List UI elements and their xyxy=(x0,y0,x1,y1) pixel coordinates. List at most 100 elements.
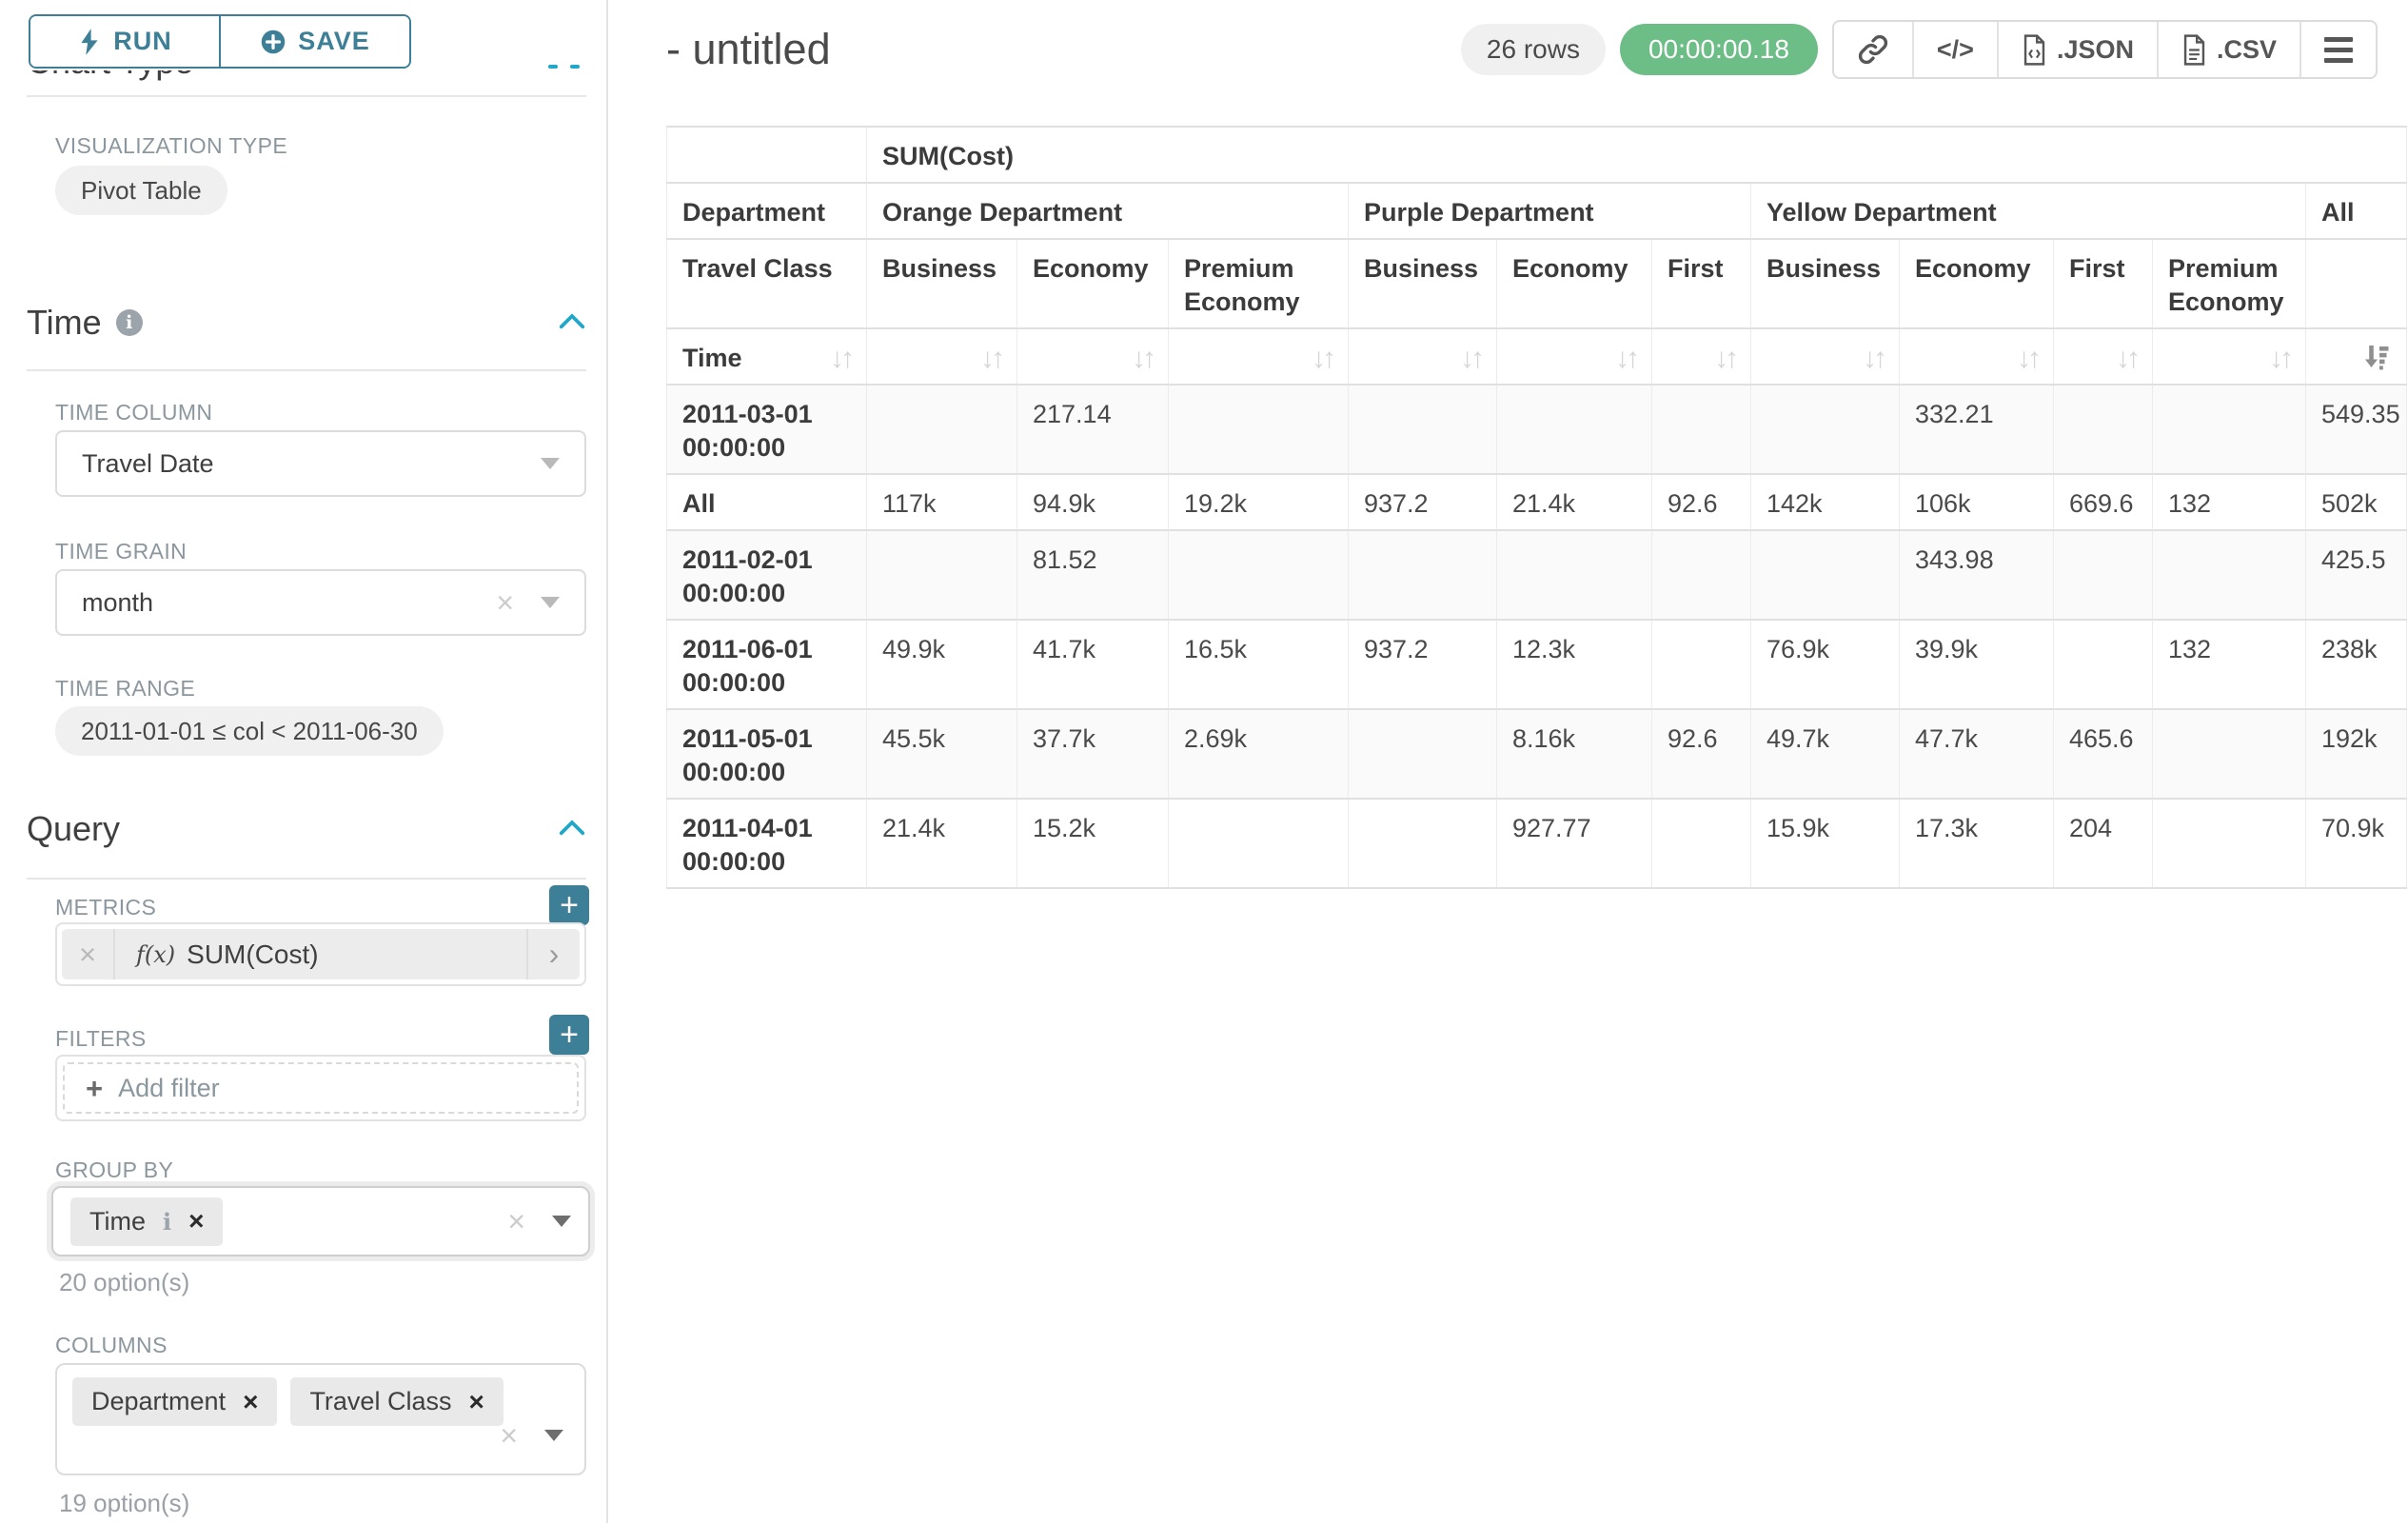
column-sort-header: ↓↑ xyxy=(1016,327,1169,386)
sort-icon[interactable]: ↓↑ xyxy=(1615,343,1640,374)
sort-icon[interactable]: ↓↑ xyxy=(1132,343,1156,374)
sort-icon[interactable]: ↓↑ xyxy=(1460,343,1485,374)
chevron-down-icon[interactable] xyxy=(552,1216,571,1227)
travel-class-header: Business xyxy=(1348,238,1497,329)
remove-column-icon[interactable]: × xyxy=(243,1386,259,1416)
group-by-pill[interactable]: Time i × xyxy=(70,1197,224,1246)
sort-icon[interactable]: ↓↑ xyxy=(1312,343,1336,374)
pivot-value-cell xyxy=(1348,529,1497,621)
clear-icon[interactable]: × xyxy=(500,1418,518,1453)
remove-metric-icon[interactable]: × xyxy=(62,929,115,979)
add-metric-button[interactable]: + xyxy=(549,885,589,925)
pivot-value-cell: 39.9k xyxy=(1899,619,2054,710)
export-toolbar: </> .JSON .CSV xyxy=(1831,20,2378,79)
time-column-select[interactable]: Travel Date xyxy=(55,430,586,497)
pivot-table: SUM(Cost) Department Orange Department Purp… xyxy=(666,126,2408,889)
export-json-button[interactable]: .JSON xyxy=(1996,22,2157,77)
visualization-type-pill[interactable]: Pivot Table xyxy=(55,166,227,215)
csv-file-icon xyxy=(2183,33,2205,66)
time-column-label: TIME COLUMN xyxy=(55,400,213,425)
travel-class-axis-label: Travel Class xyxy=(666,238,867,329)
pivot-value-cell: 217.14 xyxy=(1016,384,1169,475)
view-query-button[interactable]: </> xyxy=(1911,22,1997,77)
pivot-row: 2011-04-01 00:00:00 21.4k 15.2k 927.77 15.9k… xyxy=(666,798,2408,889)
remove-group-by-icon[interactable]: × xyxy=(188,1206,205,1236)
pivot-value-cell xyxy=(1496,384,1652,475)
save-button[interactable]: SAVE xyxy=(219,16,409,67)
travel-class-header: Premium Economy xyxy=(2152,238,2306,329)
sort-icon[interactable]: ↓↑ xyxy=(2269,343,2294,374)
pivot-row-label: 2011-06-01 00:00:00 xyxy=(666,619,867,710)
collapse-query-section[interactable] xyxy=(558,818,586,841)
chart-menu-button[interactable] xyxy=(2299,22,2376,77)
pivot-value-cell xyxy=(2152,529,2306,621)
sort-icon[interactable]: ↓↑ xyxy=(1714,343,1739,374)
pivot-value-cell xyxy=(2053,619,2153,710)
code-icon: </> xyxy=(1936,34,1974,64)
group-by-options-hint: 20 option(s) xyxy=(59,1268,190,1296)
pivot-row: All 117k 94.9k 19.2k 937.2 21.4k 92.6 142k 106k 6… xyxy=(666,473,2408,531)
remove-column-icon[interactable]: × xyxy=(468,1386,484,1416)
pivot-value-cell xyxy=(1651,529,1751,621)
chevron-down-icon[interactable] xyxy=(544,1430,563,1441)
time-grain-select[interactable]: month × xyxy=(55,569,586,636)
sort-desc-icon[interactable] xyxy=(2362,342,2391,372)
sort-icon[interactable]: ↓↑ xyxy=(2116,343,2141,374)
sort-icon[interactable]: ↓↑ xyxy=(830,343,855,374)
pivot-value-cell: 132 xyxy=(2152,473,2306,531)
travel-class-header: First xyxy=(2053,238,2153,329)
pivot-value-cell: 76.9k xyxy=(1750,619,1900,710)
sort-icon[interactable]: ↓↑ xyxy=(2017,343,2042,374)
group-by-select[interactable]: Time i × × xyxy=(51,1186,590,1256)
section-divider xyxy=(27,878,586,880)
short-link-button[interactable] xyxy=(1834,22,1912,77)
pivot-value-cell: 192k xyxy=(2304,708,2408,800)
department-group-header: Yellow Department xyxy=(1750,182,2306,240)
time-range-pill[interactable]: 2011-01-01 ≤ col < 2011-06-30 xyxy=(55,706,444,756)
scroll-clipped-icon xyxy=(548,65,558,69)
chart-title[interactable]: - untitled xyxy=(666,25,831,73)
export-csv-button[interactable]: .CSV xyxy=(2156,22,2299,77)
clear-icon[interactable]: × xyxy=(496,585,514,620)
run-button-label: RUN xyxy=(113,27,172,55)
travel-class-header: Economy xyxy=(1016,238,1169,329)
expand-metric-icon[interactable]: › xyxy=(526,929,580,979)
pivot-value-cell xyxy=(1750,384,1900,475)
columns-label: COLUMNS xyxy=(55,1333,168,1357)
clear-icon[interactable]: × xyxy=(507,1204,525,1238)
run-button[interactable]: RUN xyxy=(30,16,219,67)
pivot-value-cell: 549.35 xyxy=(2304,384,2408,475)
columns-select[interactable]: Department × Travel Class × × xyxy=(55,1363,586,1475)
pivot-value-cell: 142k xyxy=(1750,473,1900,531)
collapse-time-section[interactable] xyxy=(558,311,586,335)
sort-icon[interactable]: ↓↑ xyxy=(980,343,1005,374)
add-filter-dropzone[interactable]: + Add filter xyxy=(63,1062,579,1114)
time-section-title: Time xyxy=(27,303,102,342)
time-range-label: TIME RANGE xyxy=(55,676,196,701)
metric-pill[interactable]: × f(x) SUM(Cost) › xyxy=(62,929,580,979)
add-filter-label: Add filter xyxy=(118,1073,220,1102)
column-pill[interactable]: Travel Class × xyxy=(290,1377,503,1426)
time-column-value: Travel Date xyxy=(82,448,214,478)
pivot-value-cell: 47.7k xyxy=(1899,708,2054,800)
pivot-value-cell xyxy=(1348,798,1497,889)
pivot-value-cell: 937.2 xyxy=(1348,473,1497,531)
column-pill[interactable]: Department × xyxy=(72,1377,278,1426)
sort-icon[interactable]: ↓↑ xyxy=(1863,343,1887,374)
chevron-down-icon[interactable] xyxy=(541,458,560,469)
column-pill-label: Department xyxy=(91,1387,227,1415)
query-section-header: Query xyxy=(27,809,586,849)
pivot-value-cell: 21.4k xyxy=(1496,473,1652,531)
pivot-value-cell: 8.16k xyxy=(1496,708,1652,800)
department-axis-label: Department xyxy=(666,182,867,240)
column-sort-header xyxy=(2304,327,2408,386)
add-filter-button[interactable]: + xyxy=(549,1015,589,1055)
pivot-value-cell xyxy=(1168,384,1349,475)
chevron-down-icon[interactable] xyxy=(541,597,560,608)
group-by-label: GROUP BY xyxy=(55,1157,174,1182)
export-csv-label: .CSV xyxy=(2216,34,2277,64)
department-group-header: All xyxy=(2304,182,2408,240)
json-file-icon xyxy=(2023,33,2045,66)
travel-class-header: Premium Economy xyxy=(1168,238,1349,329)
pivot-value-cell: 49.9k xyxy=(866,619,1017,710)
